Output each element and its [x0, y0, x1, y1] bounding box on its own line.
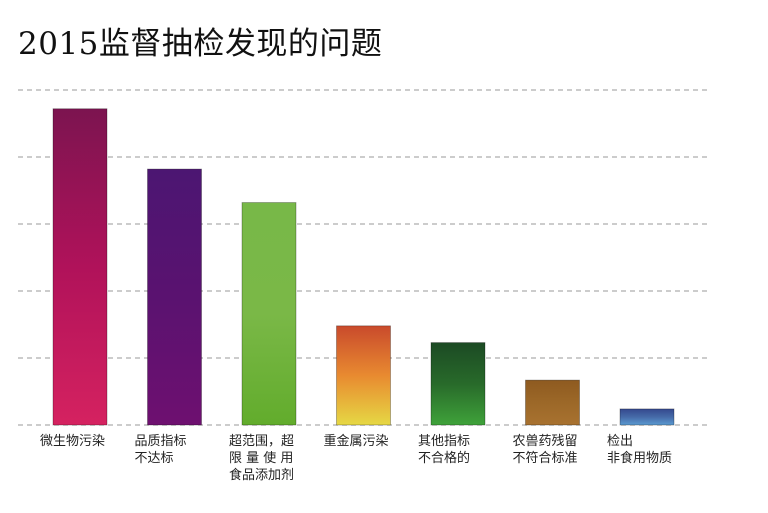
chart-title: 2015监督抽检发现的问题 — [18, 26, 383, 62]
category-label-2: 品质指标 不达标 — [134, 434, 187, 466]
category-label-5: 其他指标 不合格的 — [418, 434, 471, 466]
bar-4 — [336, 325, 391, 426]
bar-3 — [241, 202, 297, 426]
bar-1 — [52, 108, 108, 426]
category-label-4: 重金属污染 — [323, 434, 389, 449]
bar-7 — [619, 408, 675, 426]
category-label-3: 超范围，超 限 量 使 用 食品添加剂 — [229, 434, 295, 483]
category-label-1: 微生物污染 — [40, 434, 106, 449]
category-label-7: 检出 非食用物质 — [607, 434, 673, 466]
bar-6 — [525, 379, 580, 426]
bar-2 — [147, 168, 202, 426]
bar-5 — [430, 342, 486, 426]
category-label-6: 农兽药残留 不符合标准 — [512, 434, 578, 466]
bars — [52, 108, 675, 426]
